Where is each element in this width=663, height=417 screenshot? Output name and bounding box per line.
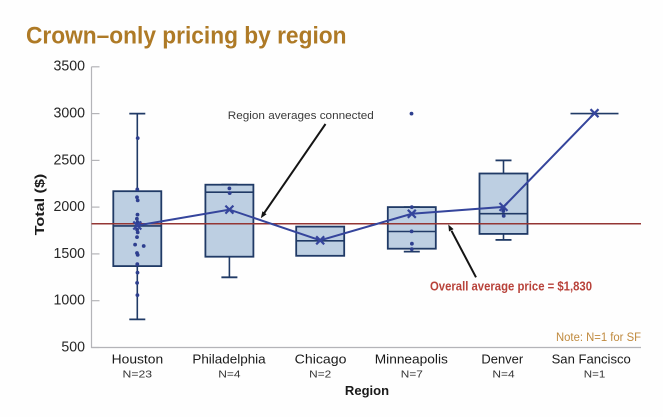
- svg-text:Houston: Houston: [112, 353, 164, 367]
- svg-text:Minneapolis: Minneapolis: [375, 353, 448, 367]
- svg-text:Denver: Denver: [481, 353, 523, 367]
- svg-text:Note: N=1 for SF: Note: N=1 for SF: [556, 332, 641, 344]
- svg-text:2500: 2500: [54, 152, 86, 168]
- svg-text:500: 500: [61, 339, 85, 355]
- svg-text:N=1: N=1: [584, 369, 606, 380]
- svg-text:1500: 1500: [54, 246, 86, 262]
- svg-text:Total ($): Total ($): [33, 174, 47, 236]
- svg-text:Chicago: Chicago: [295, 353, 347, 367]
- svg-text:Overall average price = $1,830: Overall average price = $1,830: [430, 280, 592, 294]
- svg-text:Philadelphia: Philadelphia: [192, 353, 265, 367]
- svg-text:N=4: N=4: [218, 369, 241, 380]
- svg-text:3500: 3500: [54, 59, 86, 75]
- svg-text:Crown–only pricing by region: Crown–only pricing by region: [26, 23, 347, 50]
- svg-text:N=2: N=2: [309, 369, 331, 380]
- svg-text:2000: 2000: [54, 199, 86, 215]
- svg-text:N=7: N=7: [401, 369, 423, 380]
- svg-text:Region averages connected: Region averages connected: [228, 110, 374, 122]
- svg-text:N=23: N=23: [123, 369, 153, 380]
- svg-text:Region: Region: [345, 384, 389, 398]
- svg-text:3000: 3000: [54, 106, 86, 122]
- svg-text:San Fancisco: San Fancisco: [552, 353, 631, 367]
- svg-text:N=4: N=4: [492, 369, 515, 380]
- svg-text:1000: 1000: [54, 293, 86, 309]
